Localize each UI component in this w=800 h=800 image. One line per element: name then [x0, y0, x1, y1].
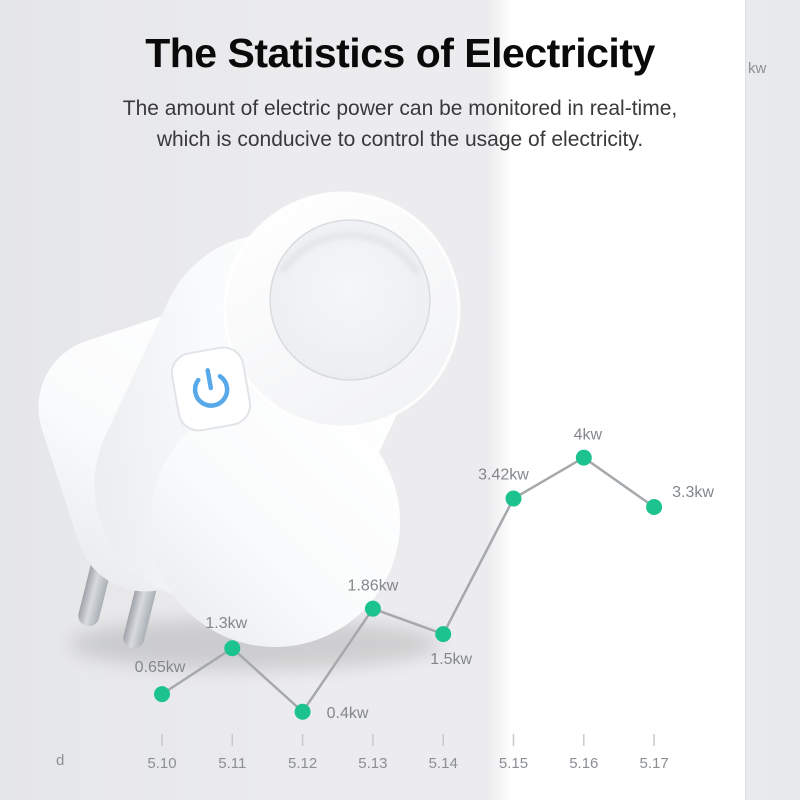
x-tick-label: 5.13 [358, 755, 387, 772]
power-button [170, 346, 252, 432]
d-axis-label: d [56, 752, 65, 769]
smart-plug-image [38, 191, 461, 670]
header: The Statistics of Electricity The amount… [0, 30, 800, 155]
point-label: 0.4kw [327, 705, 369, 722]
subtitle-line-1: The amount of electric power can be moni… [122, 97, 678, 120]
subtitle-line-2: which is conducive to control the usage … [156, 128, 644, 151]
data-point [154, 686, 170, 703]
x-tick-label: 5.10 [147, 755, 176, 772]
kw-unit-label: kw [748, 60, 767, 77]
x-tick-label: 5.14 [429, 755, 458, 772]
data-point [294, 703, 311, 720]
socket-recess [269, 219, 431, 381]
x-tick-label: 5.12 [288, 755, 317, 772]
power-icon [192, 368, 230, 408]
x-tick-label: 5.11 [218, 755, 246, 772]
page-title: The Statistics of Electricity [145, 30, 655, 76]
